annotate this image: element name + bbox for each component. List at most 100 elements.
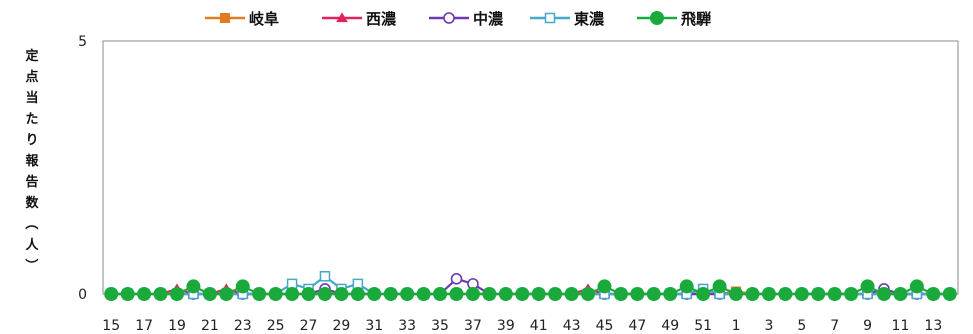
series-3 (105, 273, 956, 300)
x-tick-label: 7 (830, 318, 839, 334)
data-point (778, 287, 793, 301)
data-point (498, 287, 513, 301)
x-tick-label: 11 (892, 318, 910, 334)
y-axis-label-char: 定 (24, 48, 38, 64)
data-point (252, 287, 267, 301)
x-tick-label: 47 (628, 318, 646, 334)
data-point (186, 279, 201, 294)
y-axis-label-char: 告 (25, 174, 38, 190)
y-axis-label-char: り (25, 133, 38, 148)
legend-swatch-marker (650, 11, 664, 25)
data-point (301, 287, 316, 301)
legend-label: 西濃 (366, 10, 397, 28)
x-tick-label: 13 (924, 318, 942, 334)
x-tick-label: 37 (464, 318, 482, 334)
data-point (597, 279, 612, 294)
data-point (844, 287, 859, 301)
data-point (235, 279, 250, 294)
legend-entry: 東濃 (530, 10, 605, 28)
x-tick-label: 21 (201, 318, 219, 334)
y-axis-label-char: （ (23, 216, 39, 229)
data-point (104, 287, 119, 301)
data-point (515, 287, 530, 301)
x-tick-label: 5 (797, 318, 806, 334)
x-tick-label: 17 (135, 318, 153, 334)
x-tick-label: 3 (764, 318, 773, 334)
plot-area (102, 40, 959, 295)
y-axis-label-char: 人 (25, 237, 39, 253)
data-point (745, 287, 760, 301)
data-point (942, 287, 957, 301)
x-tick-label: 43 (563, 318, 581, 334)
data-point (893, 287, 908, 301)
data-point (319, 271, 331, 282)
data-point (449, 287, 464, 301)
y-tick-label: 5 (78, 34, 87, 50)
data-point (367, 287, 382, 301)
data-point (909, 279, 924, 294)
y-axis-label-char: 報 (25, 153, 39, 169)
data-point (696, 287, 711, 301)
series-5 (104, 279, 957, 301)
data-point (729, 287, 744, 301)
data-point (827, 287, 842, 301)
x-tick-label: 23 (234, 318, 252, 334)
series-group (104, 271, 957, 301)
legend-swatch-marker (336, 12, 348, 23)
data-point (400, 287, 415, 301)
data-point (416, 287, 431, 301)
legend-swatch-marker (443, 12, 455, 24)
data-point (613, 287, 628, 301)
legend-swatch-marker (220, 13, 230, 23)
data-point (350, 287, 365, 301)
data-point (383, 287, 398, 301)
legend-label: 岐阜 (249, 10, 279, 28)
legend-entry: 西濃 (322, 10, 397, 28)
legend-label: 飛騨 (680, 10, 711, 28)
x-tick-label: 41 (530, 318, 548, 334)
data-point (679, 279, 694, 294)
legend-swatch-marker (544, 12, 556, 24)
y-axis-label-char: ） (23, 258, 39, 271)
data-point (202, 287, 217, 301)
legend-label: 東濃 (574, 10, 605, 28)
data-point (761, 287, 776, 301)
y-axis-label-char: た (25, 112, 38, 127)
y-axis-label-char: 当 (25, 90, 38, 106)
data-point (548, 287, 563, 301)
data-point (169, 287, 184, 301)
data-point (433, 287, 448, 301)
x-tick-label: 29 (332, 318, 350, 334)
data-point (811, 287, 826, 301)
x-tick-label: 35 (431, 318, 449, 334)
x-tick-label: 31 (365, 318, 383, 334)
y-axis-label-char: 数 (25, 195, 39, 211)
data-point (219, 287, 234, 301)
x-tick-label: 51 (694, 318, 712, 334)
legend: 岐阜 西濃 中濃 東濃 飛騨 (205, 10, 711, 28)
data-point (663, 287, 678, 301)
data-point (137, 287, 152, 301)
y-axis-label-char: 点 (25, 69, 38, 85)
data-point (285, 287, 300, 301)
data-point (860, 279, 875, 294)
data-point (630, 287, 645, 301)
x-tick-label: 33 (398, 318, 416, 334)
x-tick-label: 39 (497, 318, 515, 334)
x-tick-label: 1 (732, 318, 741, 334)
x-tick-label: 25 (267, 318, 285, 334)
data-point (153, 287, 168, 301)
data-point (531, 287, 546, 301)
series-line (111, 285, 950, 296)
data-point (482, 287, 497, 301)
data-point (926, 287, 941, 301)
legend-entry: 中濃 (429, 10, 504, 28)
y-tick-label: 0 (78, 287, 87, 303)
x-tick-label: 9 (863, 318, 872, 334)
data-point (450, 273, 463, 285)
data-point (317, 287, 332, 301)
legend-label: 中濃 (473, 10, 504, 28)
data-point (268, 287, 283, 301)
